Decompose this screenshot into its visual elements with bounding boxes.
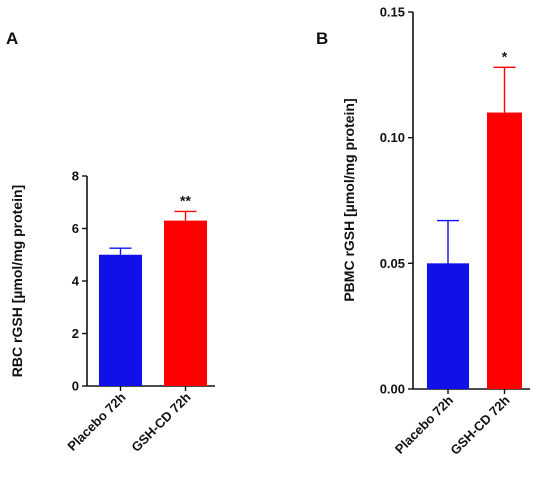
y-tick-label: 6 xyxy=(72,221,79,236)
y-tick-label: 0.05 xyxy=(380,256,405,271)
y-tick-label: 4 xyxy=(72,274,80,289)
y-tick-label: 0 xyxy=(72,379,79,394)
panel-letter: B xyxy=(316,29,328,48)
x-tick-label: GSH-CD 72h xyxy=(128,389,193,454)
y-tick-label: 8 xyxy=(72,169,79,184)
bar xyxy=(164,220,207,386)
x-tick-label: Placebo 72h xyxy=(64,389,128,453)
y-tick-label: 0.10 xyxy=(380,130,405,145)
panel-a: A 0 2 4 6 8 RBC rGSH [µmol/mg protein] Placebo … xyxy=(6,29,215,455)
bar xyxy=(427,263,469,389)
panel-b: B 0.00 0.05 0.10 0.15 PBMC rGSH [µmol/mg prot… xyxy=(316,5,530,458)
bar xyxy=(99,254,142,386)
y-tick-label: 0.00 xyxy=(380,382,405,397)
y-tick-label: 0.15 xyxy=(380,5,405,20)
y-axis-title: RBC rGSH [µmol/mg protein] xyxy=(9,185,25,377)
y-axis-title: PBMC rGSH [µmol/mg protein] xyxy=(341,98,357,301)
x-tick-label: GSH-CD 72h xyxy=(447,392,512,457)
bar xyxy=(487,112,522,390)
panel-letter: A xyxy=(6,29,18,48)
significance-marker: ** xyxy=(180,192,191,208)
y-tick-label: 2 xyxy=(72,326,79,341)
significance-marker: * xyxy=(502,48,508,64)
